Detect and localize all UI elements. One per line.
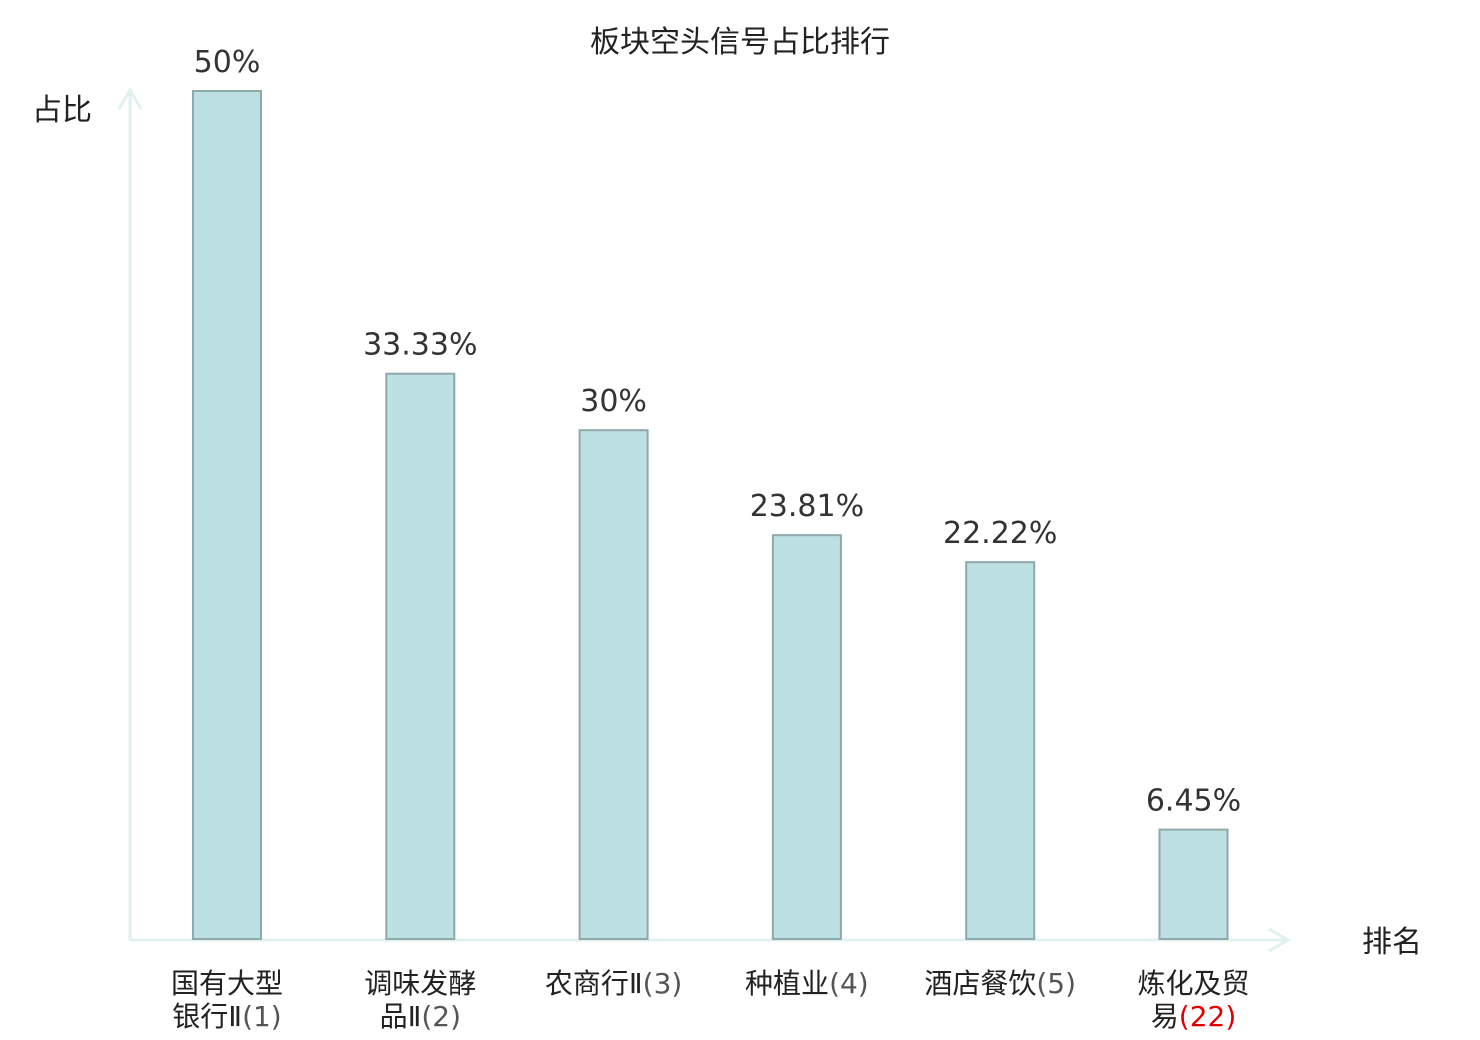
category-labels-group: 国有大型银行Ⅱ(1) 调味发酵品Ⅱ(2) 农商行Ⅱ(3) 种植业(4) 酒店餐饮(5) 炼…	[171, 967, 1250, 1033]
value-label-4: 23.81%	[750, 489, 864, 524]
value-label-6: 6.45%	[1146, 784, 1241, 819]
value-labels-group: 50% 33.33% 30% 23.81% 22.22% 6.45%	[194, 45, 1242, 819]
chart-title: 板块空头信号占比排行	[590, 25, 890, 60]
category-label-4: 种植业(4)	[745, 967, 869, 1000]
bar-3	[578, 429, 649, 940]
bar-4	[771, 534, 842, 940]
category-label-3: 农商行Ⅱ(3)	[545, 967, 682, 1000]
category-label-2: 调味发酵品Ⅱ(2)	[364, 967, 476, 1033]
x-axis	[130, 927, 1291, 953]
bar-5	[965, 561, 1036, 940]
bars-group	[192, 90, 1229, 940]
x-axis-label: 排名	[1362, 925, 1422, 960]
bar-2	[385, 372, 456, 940]
bar-1	[192, 90, 262, 940]
category-label-1: 国有大型银行Ⅱ(1)	[171, 967, 283, 1033]
value-label-1: 50%	[194, 45, 261, 80]
category-label-6: 炼化及贸易(22)	[1137, 967, 1249, 1033]
category-label-5: 酒店餐饮(5)	[924, 967, 1076, 1000]
bar-6	[1158, 828, 1229, 940]
value-label-5: 22.22%	[943, 516, 1057, 551]
y-axis	[117, 87, 143, 940]
value-label-2: 33.33%	[363, 328, 477, 363]
y-axis-label: 占比	[32, 93, 92, 128]
value-label-3: 30%	[580, 384, 647, 419]
